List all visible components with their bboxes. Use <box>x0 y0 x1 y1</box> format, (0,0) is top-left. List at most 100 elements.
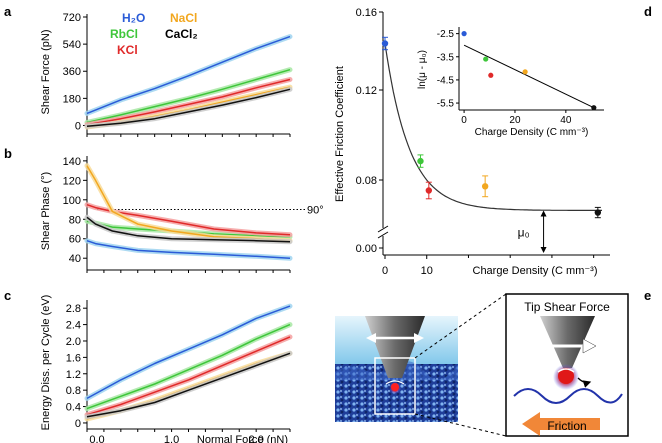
x-axis-label-d: Charge Density (C mm⁻³) <box>473 265 598 277</box>
y-axis-label-d: Effective Friction Coefficient <box>334 66 346 202</box>
y-tick-label: 360 <box>63 66 81 78</box>
chart-d-inset: -2.5 -3.5 -4.5 -5.5 0 20 40 ln(μ - μ₀) Charge De… <box>417 27 604 138</box>
afm-tip <box>365 316 425 378</box>
mu0-arrow-head-down <box>540 247 547 253</box>
axis-break-mark <box>377 231 389 239</box>
legend-CaCl2: CaCl₂ <box>165 27 198 41</box>
x-tick-label: 10 <box>421 265 433 277</box>
y-tick-label: 80 <box>69 214 81 226</box>
y-tick-label: 0.12 <box>356 85 377 97</box>
chart-a-shear-force: 720 540 360 180 0 Shear Force (pN) H₂O NaCl RbCl… <box>40 11 293 137</box>
inset-y-tick-label: -2.5 <box>437 29 455 40</box>
x-axis-label-c: Normal Force (nN) <box>197 434 288 443</box>
y-tick-label: 0.16 <box>356 7 377 19</box>
inset-y-tick-label: -4.5 <box>437 75 455 86</box>
panel-letter-d: d <box>644 4 652 19</box>
y-tick-label: 0.4 <box>66 402 81 414</box>
legend-RbCl: RbCl <box>110 27 138 41</box>
chart-c-energy-dissipation: 2.8 2.4 2.0 1.6 1.2 0.8 0.4 0 0.0 1.0 2.0 Energy Di… <box>40 295 293 443</box>
panel-e-illustration: Tip Shear Force Friction <box>335 293 629 437</box>
x-tick-label: 2.0 <box>249 434 264 443</box>
zoom-box <box>374 357 416 415</box>
panel-letter-e: e <box>644 288 651 303</box>
series-line-H2O <box>86 305 291 400</box>
y-tick-label: 540 <box>63 39 81 51</box>
x-tick-label: 1.0 <box>164 434 179 443</box>
panel-letter-b: b <box>4 146 12 161</box>
inset-point-CaCl2 <box>591 105 597 111</box>
inset-point-KCl <box>488 72 494 78</box>
fit-curve <box>384 43 602 211</box>
inset-x-tick-label: 20 <box>509 115 521 126</box>
legend-H2O: H₂O <box>122 11 145 25</box>
series-line-CaCl2 <box>86 352 291 418</box>
y-tick-label: 0 <box>75 120 81 132</box>
series-line-KCl <box>86 78 291 126</box>
energy-landscape-wave <box>513 388 623 404</box>
arrow-right-icon <box>414 333 424 343</box>
inset-y-label: ln(μ - μ₀) <box>417 50 428 89</box>
y-tick-label: 2.4 <box>66 320 81 332</box>
axis-break-mark <box>377 225 389 233</box>
y-tick-label: 100 <box>63 195 81 207</box>
inset-x-label: Charge Density (C mm⁻³) <box>475 127 589 138</box>
series-band-H2O <box>84 238 293 261</box>
point-CaCl2 <box>594 209 602 216</box>
inset-point-H2O <box>461 31 467 37</box>
detail-arrow-right-icon <box>582 338 597 354</box>
inset-x-tick-label: 40 <box>560 115 572 126</box>
y-tick-label: 0.00 <box>356 243 377 255</box>
friction-arrow-icon <box>522 412 600 436</box>
legend-NaCl: NaCl <box>170 11 197 25</box>
point-KCl <box>425 187 433 194</box>
y-tick-label: 1.6 <box>66 352 81 364</box>
series-line-H2O <box>86 239 291 259</box>
mu0-arrow-head-up <box>540 210 547 217</box>
y-tick-label: 40 <box>69 253 81 265</box>
tip-shear-force-title: Tip Shear Force <box>524 300 610 314</box>
series-line-KCl <box>86 336 291 416</box>
inset-point-NaCl <box>522 69 528 75</box>
y-tick-label: 0.8 <box>66 385 81 397</box>
chart-b-shear-phase: 140 120 100 80 60 40 Shear Phase (°) 90° <box>40 156 324 273</box>
arrow-left-icon <box>366 333 376 343</box>
panel-letter-a: a <box>4 4 12 19</box>
y-tick-label: 2.0 <box>66 336 81 348</box>
y-tick-label: 2.8 <box>66 303 81 315</box>
friction-label: Friction <box>547 419 586 433</box>
ion-sphere <box>391 383 399 391</box>
series-line-CaCl2 <box>86 88 291 127</box>
y-axis-label-c: Energy Diss. per Cycle (eV) <box>40 295 52 431</box>
y-tick-label: 140 <box>63 156 81 168</box>
x-tick-label: 0 <box>382 265 388 277</box>
x-tick-label: 0.0 <box>89 434 104 443</box>
inset-point-RbCl <box>483 56 489 62</box>
point-RbCl <box>417 157 424 165</box>
series-line-RbCl <box>86 68 291 124</box>
y-tick-label: 0 <box>75 418 81 430</box>
y-axis-label-b: Shear Phase (°) <box>40 172 52 250</box>
detail-tip <box>540 316 595 368</box>
inset-y-tick-label: -3.5 <box>437 52 455 63</box>
y-tick-label: 180 <box>63 93 81 105</box>
inset-x-tick-label: 0 <box>461 115 467 126</box>
mu0-label: μ₀ <box>518 226 530 240</box>
detail-ion-sphere <box>558 368 574 384</box>
y-axis-label-a: Shear Force (pN) <box>40 30 52 115</box>
y-tick-label: 0.08 <box>356 175 377 187</box>
y-tick-label: 720 <box>63 12 81 24</box>
inset-fit-line <box>463 44 595 109</box>
inset-y-tick-label: -5.5 <box>437 99 455 110</box>
legend-KCl: KCl <box>117 43 138 57</box>
curved-arrow-icon <box>577 377 592 388</box>
point-H2O <box>381 40 389 47</box>
point-NaCl <box>481 183 489 190</box>
series-line-H2O <box>86 35 291 115</box>
y-tick-label: 60 <box>69 234 81 246</box>
series-line-CaCl2 <box>86 216 291 243</box>
panel-letter-c: c <box>4 288 11 303</box>
y-tick-label: 1.2 <box>66 369 81 381</box>
chart-d-friction-coefficient: 0.16 0.12 0.08 0.00 0 10 Effective Friction Co… <box>334 7 610 277</box>
y-tick-label: 120 <box>63 175 81 187</box>
